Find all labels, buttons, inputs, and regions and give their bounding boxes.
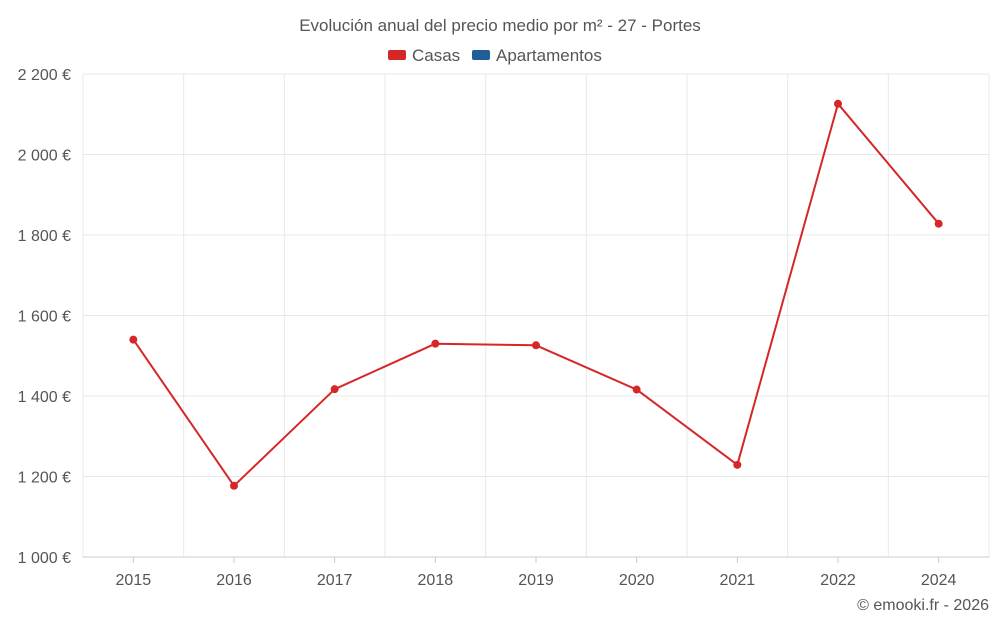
series-line-casas bbox=[132, 102, 940, 487]
data-point bbox=[632, 385, 641, 394]
y-tick-label: 1 800 € bbox=[18, 228, 71, 245]
axes: 1 000 € 1 200 € 1 400 € 1 600 € 1 800 € 2 000… bbox=[18, 67, 989, 589]
chart-legend: Casas Apartamentos bbox=[388, 46, 602, 65]
y-tick-label: 1 400 € bbox=[18, 389, 71, 406]
data-point bbox=[733, 460, 742, 469]
legend-label-casas: Casas bbox=[412, 46, 460, 65]
legend-swatch-casas bbox=[388, 50, 406, 60]
data-point bbox=[330, 385, 339, 394]
legend-swatch-apartamentos bbox=[472, 50, 490, 60]
y-tick-label: 1 000 € bbox=[18, 550, 71, 567]
legend-label-apartamentos: Apartamentos bbox=[496, 46, 602, 65]
chart-title: Evolución anual del precio medio por m² … bbox=[299, 16, 701, 35]
data-point bbox=[431, 339, 440, 348]
y-tick-label: 1 200 € bbox=[18, 470, 71, 487]
data-point bbox=[230, 481, 238, 490]
x-tick-label: 2017 bbox=[317, 572, 353, 589]
legend-item-apartamentos[interactable]: Apartamentos bbox=[472, 46, 602, 65]
data-point bbox=[532, 341, 540, 350]
x-tick-label: 2016 bbox=[216, 572, 252, 589]
x-tick-label: 2022 bbox=[820, 572, 856, 589]
data-point bbox=[934, 219, 943, 228]
credit-text: © emooki.fr - 2026 bbox=[857, 597, 989, 614]
x-tick-label: 2018 bbox=[418, 572, 454, 589]
data-point bbox=[129, 335, 138, 344]
y-tick-label: 2 000 € bbox=[18, 148, 71, 165]
x-tick-label: 2024 bbox=[921, 572, 957, 589]
y-tick-label: 1 600 € bbox=[18, 309, 71, 326]
grid-lines bbox=[82, 73, 990, 557]
x-tick-label: 2015 bbox=[116, 572, 152, 589]
y-tick-label: 2 200 € bbox=[18, 67, 71, 84]
legend-item-casas[interactable]: Casas bbox=[388, 46, 460, 65]
x-tick-label: 2020 bbox=[619, 572, 655, 589]
data-point bbox=[834, 99, 842, 108]
x-tick-label: 2021 bbox=[720, 572, 756, 589]
series-layer bbox=[129, 99, 943, 490]
x-tick-label: 2019 bbox=[518, 572, 554, 589]
